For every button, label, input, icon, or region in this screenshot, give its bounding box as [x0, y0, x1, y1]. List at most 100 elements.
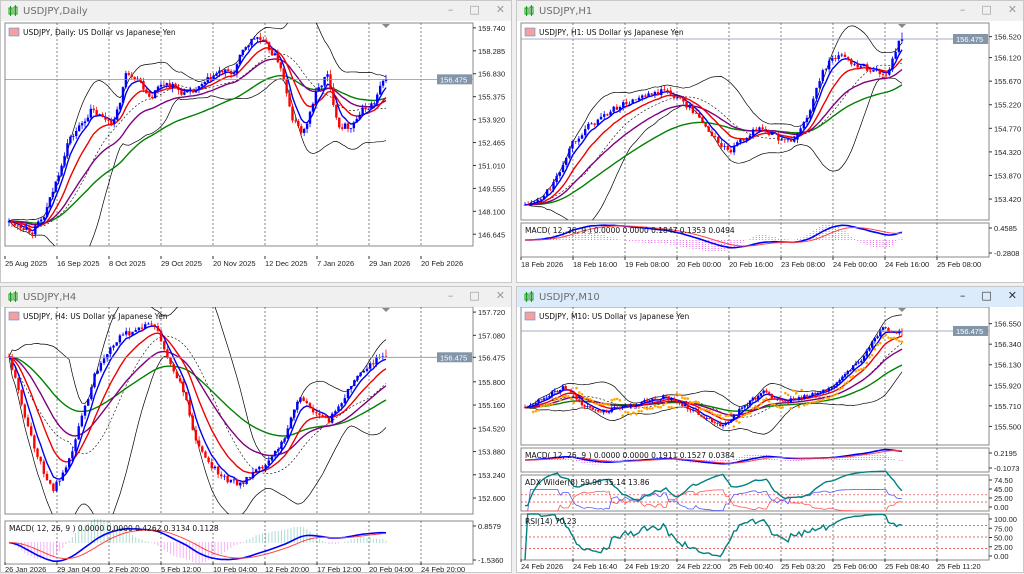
parabolic-sar-dot: [759, 402, 763, 405]
chart-panel: [520, 222, 990, 258]
parabolic-sar-dot: [697, 401, 700, 404]
candle: [545, 395, 548, 400]
parabolic-sar-dot: [710, 411, 714, 415]
chart-shift-marker[interactable]: [382, 24, 390, 28]
price-chart[interactable]: 24 Feb 2026 24 Feb 16:40 24 Feb 19:20 24 Fe…: [517, 307, 1023, 574]
candle: [740, 405, 744, 412]
moving-average-slow: [8, 350, 387, 457]
candle: [216, 466, 220, 479]
candle: [742, 138, 745, 142]
candle: [846, 369, 849, 377]
chart-shift-marker[interactable]: [898, 24, 906, 28]
parabolic-sar-dot: [670, 406, 673, 409]
candle: [384, 74, 388, 83]
candle: [583, 404, 586, 409]
chart-shift-marker[interactable]: [382, 308, 390, 312]
indicator-axis-label: 0.8579: [478, 522, 501, 531]
candle: [113, 116, 116, 128]
candle: [64, 465, 68, 473]
candle: [716, 420, 719, 427]
parabolic-sar-dot: [778, 406, 782, 409]
parabolic-sar-dot: [746, 412, 749, 416]
candle: [121, 332, 125, 336]
y-axis-label: 152.465: [478, 139, 505, 148]
candle: [185, 391, 188, 401]
symbol-icon: [524, 27, 536, 37]
candle: [364, 103, 367, 113]
candle: [688, 103, 691, 111]
candle: [561, 160, 565, 173]
chart-shift-marker[interactable]: [898, 308, 906, 312]
maximize-button[interactable]: □: [469, 289, 480, 302]
candle: [539, 198, 543, 202]
close-button[interactable]: ✕: [495, 289, 505, 302]
close-button[interactable]: ✕: [1007, 289, 1017, 302]
candle: [16, 222, 19, 230]
candle: [144, 321, 147, 330]
x-axis-label: 24 Feb 20:00: [421, 565, 465, 574]
candle: [163, 340, 166, 352]
symbol-icon: [8, 27, 20, 37]
window-title-bar[interactable]: USDJPY,H4 – □ ✕: [1, 287, 511, 307]
candle: [215, 71, 218, 77]
candle: [650, 93, 653, 98]
candle: [832, 384, 836, 390]
maximize-button[interactable]: □: [981, 3, 992, 16]
candle: [90, 384, 93, 401]
indicator-axis-label: 50.00: [994, 534, 1013, 543]
candle: [218, 66, 221, 77]
window-title-bar[interactable]: USDJPY,Daily – □ ✕: [1, 1, 511, 21]
chart-window-h1[interactable]: USDJPY,H1 – □ ✕ 18 Feb 2026 18 Feb 16:00 19 F…: [516, 0, 1024, 283]
candle: [748, 133, 752, 139]
x-axis-label: 17 Feb 12:00: [317, 565, 361, 574]
parabolic-sar-dot: [792, 389, 795, 393]
close-button[interactable]: ✕: [1007, 3, 1017, 16]
candle: [607, 410, 611, 415]
candle: [77, 423, 80, 440]
candle: [340, 123, 344, 131]
close-button[interactable]: ✕: [495, 3, 505, 16]
candle: [186, 91, 189, 93]
y-axis-label: 151.010: [478, 161, 505, 170]
candle: [302, 127, 306, 137]
current-price-tag: [437, 352, 472, 363]
minimize-button[interactable]: –: [959, 3, 966, 16]
chart-window-h4[interactable]: USDJPY,H4 – □ ✕ 26 Jan 2026 29 Jan 04:00 2 Fe…: [0, 286, 512, 574]
parabolic-sar-dot: [816, 399, 820, 403]
candle: [165, 82, 169, 89]
y-axis-label: 146.645: [478, 230, 505, 239]
parabolic-sar-dot: [748, 411, 752, 415]
current-price-tag: [437, 74, 472, 85]
moving-average-fast: [524, 49, 903, 206]
minimize-button[interactable]: –: [447, 289, 454, 302]
candle: [110, 117, 113, 127]
minimize-button[interactable]: –: [447, 3, 454, 16]
candle: [698, 110, 701, 119]
candle: [241, 49, 244, 58]
maximize-button[interactable]: □: [981, 289, 992, 302]
candle: [574, 140, 577, 145]
candle: [827, 386, 830, 393]
maximize-button[interactable]: □: [469, 3, 480, 16]
parabolic-sar-dot: [689, 401, 692, 404]
candle: [869, 66, 872, 74]
window-title-bar[interactable]: USDJPY,H1 – □ ✕: [517, 1, 1023, 21]
parabolic-sar-dot: [838, 387, 841, 391]
candle: [571, 140, 574, 153]
candle: [572, 390, 576, 398]
candle: [663, 85, 666, 91]
indicator-axis-label: 0.2195: [994, 449, 1017, 458]
candle: [80, 413, 84, 428]
price-chart[interactable]: 18 Feb 2026 18 Feb 16:00 19 Feb 08:00 20 Fe…: [517, 21, 1023, 284]
window-title-bar[interactable]: USDJPY,M10 – □ ✕: [517, 287, 1023, 307]
candle: [153, 324, 156, 330]
price-chart[interactable]: 25 Aug 2025 16 Sep 2025 8 Oct 2025 29 Oct 2…: [1, 21, 511, 284]
price-chart[interactable]: 26 Jan 2026 29 Jan 04:00 2 Feb 20:00 5 Feb …: [1, 307, 511, 574]
parabolic-sar-dot: [561, 395, 565, 399]
candle: [14, 368, 17, 379]
candle: [305, 123, 309, 134]
rsi-line: [524, 513, 903, 561]
minimize-button[interactable]: –: [959, 289, 966, 302]
chart-window-daily[interactable]: USDJPY,Daily – □ ✕ 25 Aug 2025 16 Sep 2025 8 …: [0, 0, 512, 283]
chart-window-m10[interactable]: USDJPY,M10 – □ ✕ 24 Feb 2026 24 Feb 16:40 24 …: [516, 286, 1024, 573]
